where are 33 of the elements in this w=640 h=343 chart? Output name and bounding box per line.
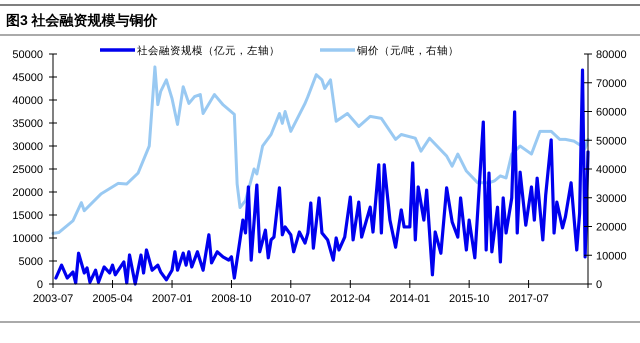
x-tick-label: 2017-07 xyxy=(508,293,549,305)
x-tick-label: 2003-07 xyxy=(32,293,74,305)
y2-tick-label: 10000 xyxy=(596,250,627,262)
y2-tick-label: 70000 xyxy=(596,78,627,90)
x-tick-label: 2012-04 xyxy=(330,293,370,305)
y-tick-label: 50000 xyxy=(12,49,43,61)
y-tick-label: 15000 xyxy=(12,210,43,222)
y2-tick-label: 0 xyxy=(596,279,602,291)
x-tick-label: 2007-01 xyxy=(152,293,192,305)
y-tick-label: 0 xyxy=(36,279,43,291)
y-tick-label: 45000 xyxy=(12,72,43,84)
y2-tick-label: 20000 xyxy=(596,222,627,234)
y2-tick-label: 80000 xyxy=(596,49,627,61)
y2-tick-label: 30000 xyxy=(596,192,627,205)
y-tick-label: 5000 xyxy=(18,256,43,268)
y-tick-label: 10000 xyxy=(12,233,43,245)
y-tick-label: 35000 xyxy=(12,118,43,130)
y-tick-label: 30000 xyxy=(12,141,43,153)
y-tick-label: 20000 xyxy=(12,187,43,199)
x-tick-label: 2015-10 xyxy=(448,293,490,305)
legend-label: 社会融资规模（亿元，左轴） xyxy=(137,44,280,57)
legend-label: 铜价（元/吨，右轴） xyxy=(356,44,459,57)
y2-tick-label: 50000 xyxy=(596,135,627,148)
y2-tick-label: 60000 xyxy=(596,106,627,118)
x-tick-label: 2008-10 xyxy=(211,293,252,305)
y2-tick-label: 40000 xyxy=(596,164,627,176)
x-tick-label: 2010-07 xyxy=(270,293,311,305)
line-series xyxy=(52,65,590,235)
x-tick-label: 2014-01 xyxy=(390,293,430,305)
x-tick-label: 2005-04 xyxy=(92,293,133,305)
y-tick-label: 25000 xyxy=(12,164,43,176)
y-tick-label: 40000 xyxy=(12,95,43,107)
chart-title: 图3 社会融资规模与铜价 xyxy=(6,12,159,28)
